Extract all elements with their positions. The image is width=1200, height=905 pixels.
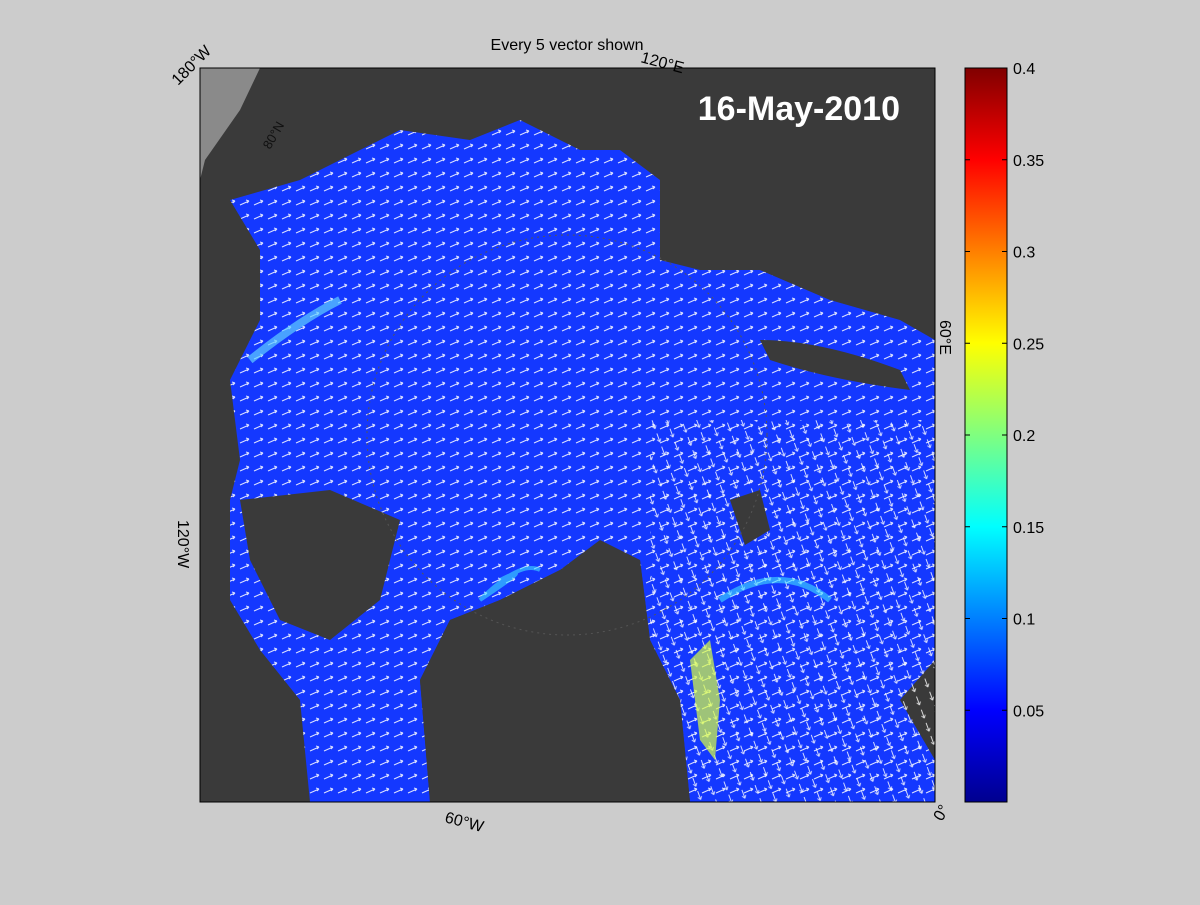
- longitude-label: 60°E: [936, 320, 953, 355]
- colorbar-tick-label: 0.15: [1013, 520, 1044, 537]
- longitude-label: 60°W: [443, 809, 486, 836]
- longitude-label: 0°: [931, 802, 953, 824]
- high-speed-zone: [247, 296, 342, 364]
- title: Every 5 vector shown: [491, 37, 644, 54]
- colorbar-tick-label: 0.05: [1013, 703, 1044, 720]
- colorbar-tick-label: 0.4: [1013, 61, 1035, 78]
- high-speed-zone: [690, 640, 720, 760]
- date-label: 16-May-2010: [698, 90, 900, 128]
- colorbar: [964, 67, 1008, 803]
- land-edge: [200, 68, 260, 180]
- ice-vectors: [650, 420, 935, 802]
- high-speed-zone: [478, 566, 541, 602]
- map: 16-May-2010 80°N: [200, 68, 935, 802]
- colorbar-tick-label: 0.35: [1013, 153, 1044, 170]
- colorbar-tick-label: 0.2: [1013, 428, 1035, 445]
- colorbar-tick-label: 0.1: [1013, 612, 1035, 629]
- map-frame: [199, 67, 936, 803]
- island: [730, 490, 770, 545]
- island: [760, 340, 910, 390]
- colorbar-tick-label: 0.3: [1013, 245, 1035, 262]
- longitude-label: 120°W: [174, 520, 191, 569]
- latitude-circle: [366, 234, 768, 636]
- colorbar-tick-label: 0.25: [1013, 336, 1044, 353]
- high-speed-zone: [718, 577, 832, 603]
- greenland: [420, 560, 690, 802]
- archipelago: [240, 490, 400, 640]
